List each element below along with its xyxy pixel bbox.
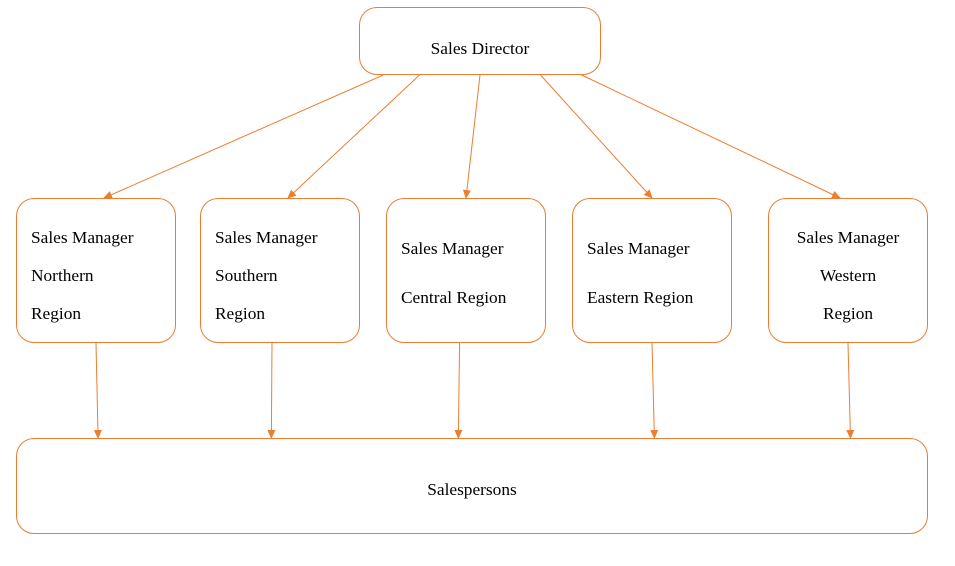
node-sales-manager-northern: Sales Manager Northern Region xyxy=(16,198,176,343)
edge xyxy=(96,343,98,438)
org-chart: Sales Director Sales Manager Northern Re… xyxy=(0,0,955,566)
edge xyxy=(582,75,840,198)
node-label: Sales Manager Northern Region xyxy=(31,228,161,323)
node-salespersons: Salespersons xyxy=(16,438,928,534)
node-label: Sales Manager Central Region xyxy=(401,237,531,310)
node-label: Sales Director xyxy=(360,39,600,60)
edge xyxy=(458,343,459,438)
edge xyxy=(466,75,480,198)
node-sales-manager-central: Sales Manager Central Region xyxy=(386,198,546,343)
edge xyxy=(271,343,272,438)
edge xyxy=(848,343,850,438)
node-label: Salespersons xyxy=(17,480,927,501)
node-sales-manager-western: Sales Manager Western Region xyxy=(768,198,928,343)
edge xyxy=(104,75,383,198)
node-label: Sales Manager Eastern Region xyxy=(587,237,717,310)
node-label: Sales Manager Western Region xyxy=(769,228,927,323)
node-label: Sales Manager Southern Region xyxy=(215,228,345,323)
node-sales-director: Sales Director xyxy=(359,7,601,75)
edge xyxy=(541,75,653,198)
node-sales-manager-eastern: Sales Manager Eastern Region xyxy=(572,198,732,343)
edge xyxy=(652,343,654,438)
node-sales-manager-southern: Sales Manager Southern Region xyxy=(200,198,360,343)
edge xyxy=(288,75,420,198)
